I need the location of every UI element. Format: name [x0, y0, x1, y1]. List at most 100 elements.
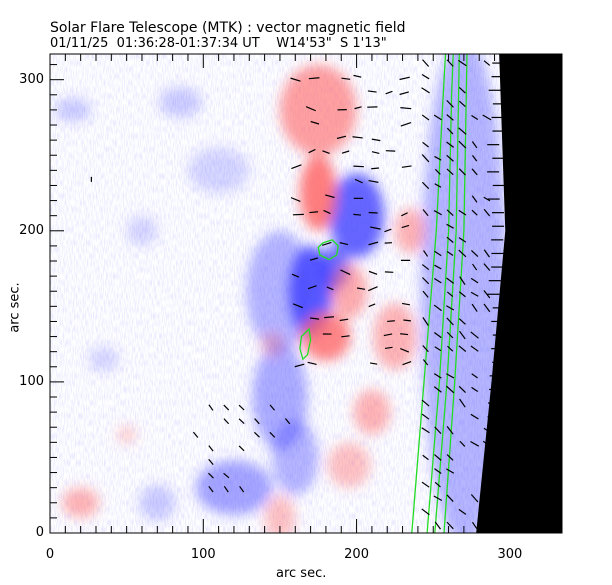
field-vector — [471, 114, 479, 120]
field-vector — [341, 335, 350, 338]
field-vector — [458, 237, 467, 243]
field-vector — [471, 209, 478, 216]
field-vector — [433, 304, 442, 312]
negative-polarity-region — [328, 173, 385, 258]
field-vector — [356, 287, 366, 290]
field-vector — [446, 494, 454, 502]
field-vector — [446, 127, 454, 135]
contour-line — [299, 327, 312, 361]
xtick-label-0: 0 — [45, 547, 55, 562]
field-vector — [384, 228, 392, 233]
positive-polarity-region — [301, 312, 351, 361]
field-vector — [434, 468, 442, 474]
contour-line — [426, 54, 454, 533]
field-vector — [422, 359, 429, 366]
positive-polarity-region — [299, 155, 337, 231]
field-vector — [483, 249, 490, 258]
field-vector — [421, 481, 430, 488]
field-vector — [459, 398, 466, 408]
observation-date: 01/11/25 — [50, 36, 109, 51]
field-vector — [208, 486, 214, 493]
field-vector — [399, 76, 410, 81]
field-vector — [470, 249, 479, 257]
field-vector — [471, 168, 478, 176]
field-vector — [422, 59, 430, 67]
field-vector — [446, 521, 454, 530]
field-vector — [400, 348, 410, 353]
field-vector — [208, 445, 214, 452]
field-vector — [421, 508, 430, 516]
field-vector — [470, 277, 479, 284]
field-vector — [482, 114, 492, 121]
plot-frame — [49, 53, 563, 534]
field-vector — [422, 209, 429, 217]
field-vector — [483, 60, 491, 66]
positive-polarity-region — [353, 389, 391, 435]
field-vector — [446, 426, 454, 435]
field-vector — [470, 291, 479, 297]
field-vector — [385, 90, 393, 95]
field-vector — [433, 495, 443, 502]
field-vector — [421, 277, 430, 285]
field-vector — [403, 319, 411, 322]
contour-line — [411, 54, 447, 533]
field-vector — [354, 178, 363, 184]
field-vector — [458, 385, 466, 394]
positive-polarity-region — [62, 487, 100, 518]
negative-polarity-region — [187, 147, 250, 194]
field-vector — [401, 302, 411, 306]
field-vector — [446, 141, 455, 148]
field-vector — [446, 114, 454, 121]
field-vector — [472, 155, 478, 162]
ytick-label-0: 0 — [35, 525, 44, 540]
field-vector — [208, 472, 214, 479]
field-vector — [387, 320, 395, 323]
field-vector — [446, 250, 454, 256]
field-vector — [309, 257, 319, 261]
negative-polarity-region — [88, 347, 119, 372]
field-vector — [269, 404, 275, 411]
field-vector — [433, 386, 442, 393]
field-vector — [446, 59, 454, 67]
field-vector — [446, 468, 455, 474]
observation-time-range: 01:36:28-01:37:34 UT — [116, 36, 260, 51]
field-vector — [383, 333, 393, 337]
field-vector — [238, 418, 245, 425]
field-vector — [459, 330, 466, 340]
field-vector — [458, 127, 467, 135]
negative-polarity-region — [195, 460, 273, 515]
field-vector — [434, 481, 441, 488]
ytick-label-300: 300 — [19, 71, 44, 87]
field-vector — [239, 485, 245, 493]
field-vector — [325, 194, 335, 199]
field-vector — [471, 141, 478, 149]
axes — [49, 54, 557, 534]
field-vector — [401, 165, 412, 168]
field-vector — [483, 263, 491, 271]
field-vector — [339, 242, 349, 246]
positive-polarity-region — [394, 208, 426, 254]
field-vector — [238, 445, 245, 452]
negative-polarity-region — [158, 87, 202, 118]
field-vector — [353, 74, 362, 78]
field-vector — [323, 209, 331, 215]
negative-polarity-region — [126, 215, 158, 246]
field-vector — [371, 151, 380, 154]
field-vector — [254, 418, 260, 425]
field-vector — [421, 114, 430, 121]
field-vector — [371, 138, 381, 142]
field-vector — [433, 210, 442, 216]
position-west: W14'53" — [276, 36, 332, 51]
positive-polarity-region — [279, 64, 357, 156]
field-vector — [446, 291, 454, 298]
field-vector — [446, 99, 454, 108]
field-vector — [446, 277, 455, 284]
field-vector — [446, 373, 455, 379]
xtick-label-100: 100 — [190, 547, 216, 562]
field-vector — [423, 250, 429, 257]
field-vector — [421, 399, 430, 407]
xtick-label-200: 200 — [344, 547, 369, 562]
field-vector — [458, 345, 467, 352]
field-vector — [352, 136, 363, 139]
field-vector — [433, 114, 442, 121]
